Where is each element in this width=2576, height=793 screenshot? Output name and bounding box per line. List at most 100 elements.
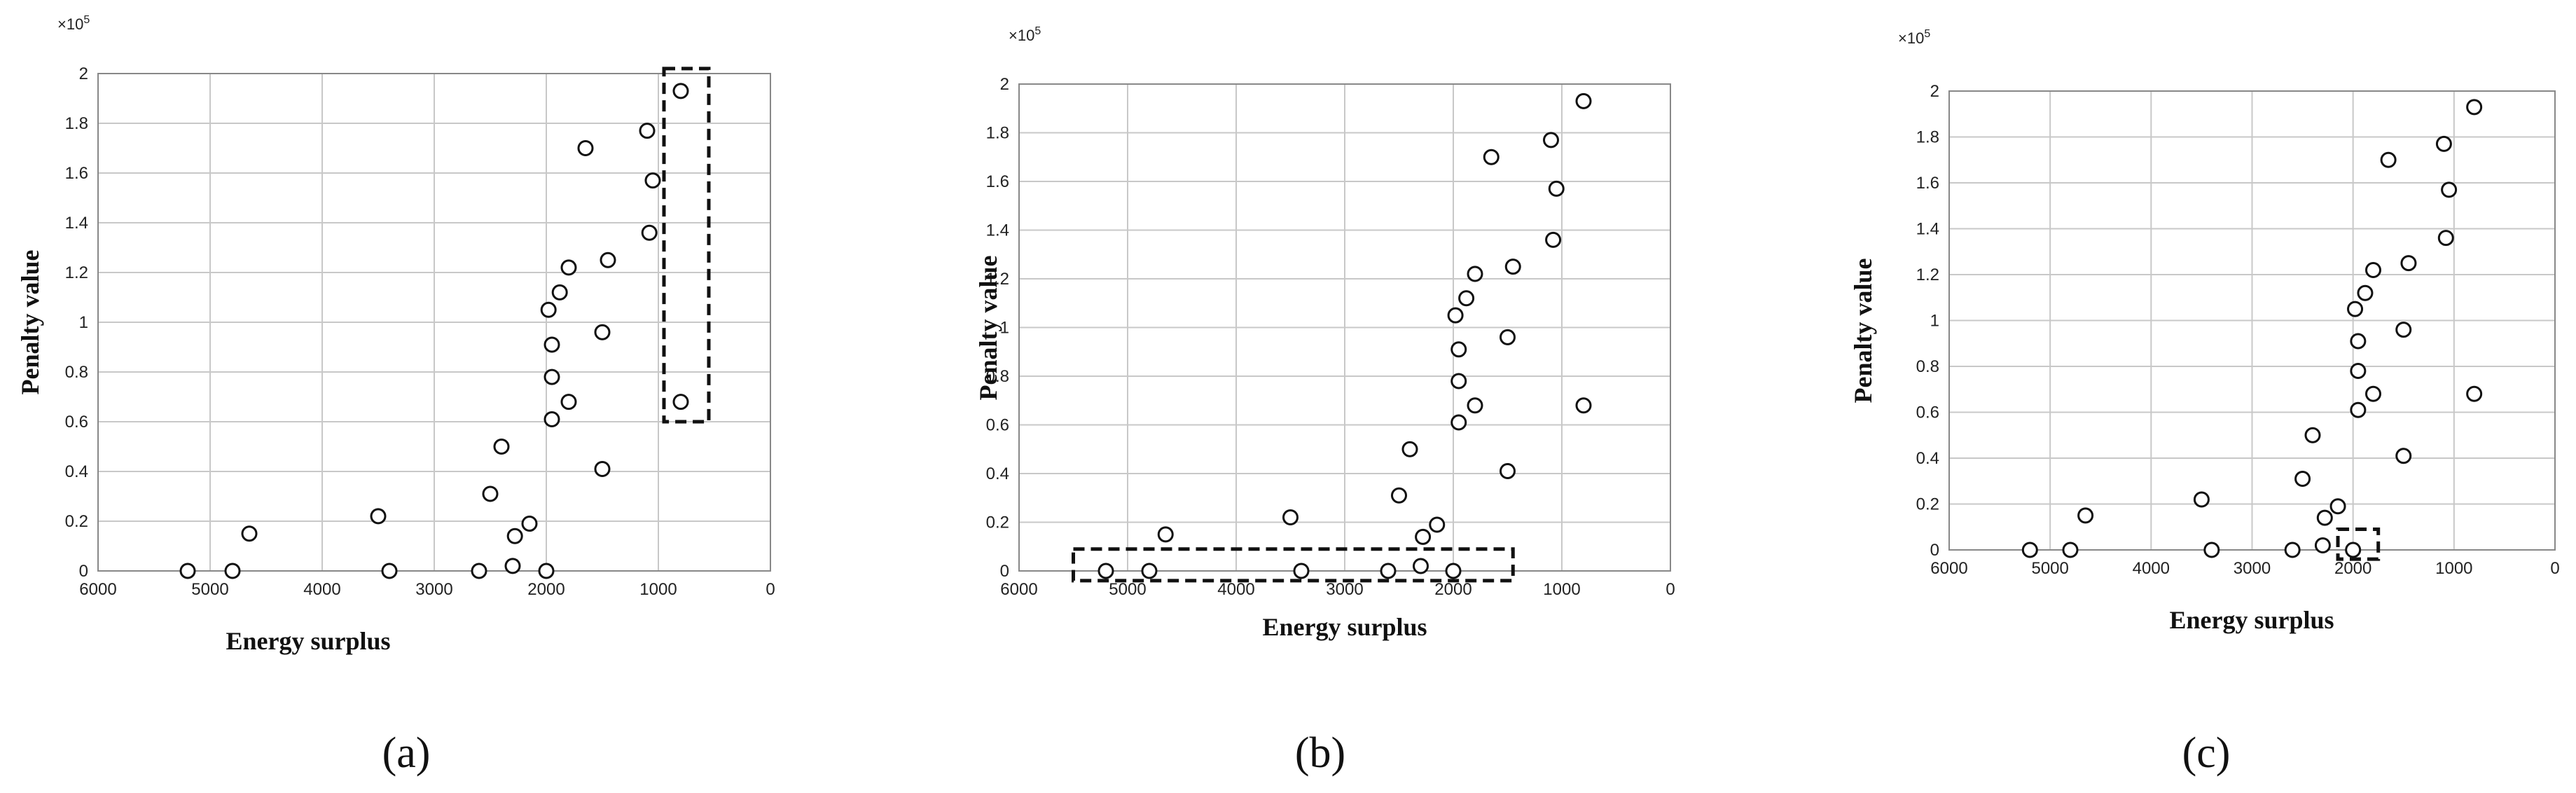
highlight-box — [2336, 527, 2381, 561]
highlight-regions — [662, 67, 711, 424]
data-point — [2350, 333, 2367, 350]
y-tick-label: 1 — [1000, 319, 1009, 338]
plot-frame — [97, 73, 771, 572]
y-axis-label: Penalty value — [974, 255, 1002, 400]
data-point — [2365, 385, 2381, 402]
data-point — [1141, 563, 1158, 579]
data-point — [1450, 414, 1467, 431]
y-tick-label: 0.2 — [986, 513, 1009, 532]
data-point — [644, 172, 661, 189]
data-point — [560, 394, 577, 411]
y-axis-label: Penalty value — [16, 249, 44, 394]
y-tick-label: 0 — [79, 562, 88, 581]
data-point — [2365, 261, 2381, 278]
data-points — [2021, 99, 2483, 558]
y-tick-labels: 0 0.2 0.4 0.6 0.8 1 1.2 1.4 1.6 1.8 2 — [1916, 82, 1939, 560]
data-point — [2395, 322, 2412, 338]
data-point — [1097, 563, 1114, 579]
data-point — [1450, 341, 1467, 358]
data-points — [179, 83, 689, 579]
x-tick-label: 6000 — [1000, 580, 1037, 599]
data-point — [2193, 491, 2210, 508]
data-point — [2284, 542, 2301, 558]
y-tick-label: 2 — [1000, 75, 1009, 94]
y-tick-label: 0.8 — [1916, 357, 1939, 376]
data-point — [2435, 135, 2452, 152]
data-point — [560, 259, 577, 276]
data-point — [1575, 92, 1592, 109]
data-point — [2077, 507, 2094, 524]
y-tick-label: 1.4 — [1916, 220, 1939, 239]
x-axis-label: Energy surplus — [1262, 613, 1427, 641]
x-tick-label: 6000 — [1930, 559, 1967, 578]
y-axis-label: Penalty value — [1849, 258, 1877, 403]
y-tick-labels: 0 0.2 0.4 0.6 0.8 1 1.2 1.4 1.6 1.8 2 — [65, 64, 88, 581]
highlight-box — [1072, 547, 1515, 583]
data-point — [1467, 266, 1483, 282]
x-tick-label: 4000 — [2133, 559, 2170, 578]
x-tick-label: 3000 — [415, 580, 452, 599]
data-point — [2466, 99, 2483, 116]
y-tick-label: 0.2 — [1916, 495, 1939, 514]
x-tick-label: 2000 — [527, 580, 565, 599]
y-tick-label: 0.2 — [65, 512, 88, 531]
y-exponent: ×105 — [57, 14, 90, 33]
data-point — [543, 368, 560, 385]
y-tick-label: 0.4 — [986, 464, 1009, 483]
x-tick-label: 6000 — [79, 580, 116, 599]
data-point — [551, 284, 568, 301]
data-point — [2380, 151, 2397, 168]
x-tick-labels: 6000 5000 4000 3000 2000 1000 0 — [1000, 580, 1675, 599]
data-point — [577, 140, 594, 156]
data-point — [672, 394, 689, 411]
data-point — [2466, 385, 2483, 402]
x-tick-label: 0 — [766, 580, 775, 599]
y-tick-label: 1.6 — [1916, 174, 1939, 193]
data-point — [1401, 441, 1418, 457]
data-point — [2294, 470, 2311, 487]
y-tick-label: 1.8 — [1916, 128, 1939, 147]
data-point — [2350, 363, 2367, 380]
y-tick-label: 1 — [1930, 312, 1939, 331]
data-point — [543, 411, 560, 427]
data-point — [2357, 284, 2374, 301]
data-point — [224, 563, 241, 579]
data-point — [1447, 307, 1464, 324]
x-tick-label: 1000 — [2435, 559, 2472, 578]
data-point — [538, 563, 555, 579]
data-point — [641, 224, 658, 241]
data-point — [521, 516, 538, 532]
data-point — [2203, 542, 2220, 558]
x-tick-label: 1000 — [1543, 580, 1580, 599]
data-point — [2329, 498, 2346, 515]
x-tick-labels: 6000 5000 4000 3000 2000 1000 0 — [79, 580, 775, 599]
data-point — [1500, 463, 1516, 480]
y-tick-label: 0.4 — [65, 462, 88, 481]
data-point — [370, 508, 387, 525]
data-point — [543, 336, 560, 353]
plot-frame — [1018, 83, 1671, 572]
data-point — [1483, 149, 1500, 165]
plot-frame — [1948, 90, 2556, 551]
y-tick-label: 0.6 — [1916, 404, 1939, 422]
data-point — [1467, 397, 1483, 414]
x-tick-labels: 6000 5000 4000 3000 2000 1000 0 — [1930, 559, 2559, 578]
x-tick-label: 0 — [2550, 559, 2559, 578]
y-tick-label: 0.6 — [65, 413, 88, 432]
data-point — [2441, 181, 2458, 198]
data-point — [2350, 401, 2367, 418]
data-point — [1293, 563, 1310, 579]
data-point — [1543, 132, 1559, 149]
data-point — [1380, 563, 1397, 579]
y-tick-label: 1.2 — [986, 270, 1009, 289]
y-tick-label: 1.6 — [65, 164, 88, 183]
data-point — [1545, 231, 1562, 248]
data-points — [1097, 92, 1592, 579]
chart-panel-a: 6000 5000 4000 3000 2000 1000 0 0 0.2 0.4 0.6 0.8 1… — [16, 14, 775, 777]
data-point — [2304, 427, 2321, 443]
y-tick-label: 1.8 — [986, 124, 1009, 143]
data-point — [179, 563, 196, 579]
data-point — [482, 485, 499, 502]
chart-panel-b: 6000 5000 4000 3000 2000 1000 0 0 0.2 0.4 0.6 0.8 1… — [974, 25, 1675, 777]
